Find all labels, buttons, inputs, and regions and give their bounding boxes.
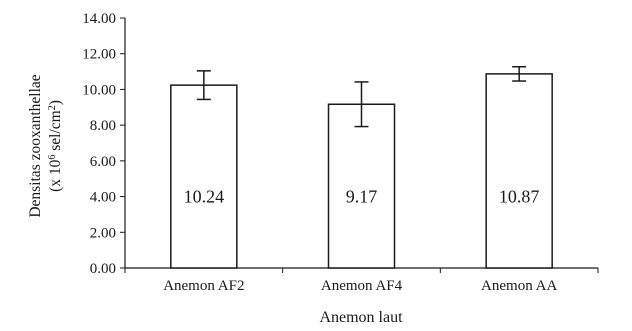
bar xyxy=(327,103,396,269)
data-label: 10.24 xyxy=(184,187,225,207)
y-tick-label: 4.00 xyxy=(90,190,116,206)
plot-area: 0.00 2.00 4.00 6.00 8.00 10.00 12.00 14.00 10.24… xyxy=(82,11,599,294)
y-tick-label: 2.00 xyxy=(90,225,116,241)
y-tick-label: 14.00 xyxy=(82,11,116,27)
x-tick-label: Anemon AA xyxy=(481,278,557,294)
x-axis-title: Anemon laut xyxy=(319,309,403,326)
y-axis-title-line1: Densitas zooxanthellae xyxy=(27,74,44,217)
y-tick-label: 6.00 xyxy=(90,154,116,170)
bar xyxy=(485,73,553,269)
y-tick-label: 0.00 xyxy=(90,261,116,277)
data-label: 9.17 xyxy=(346,187,378,207)
y-tick-label: 12.00 xyxy=(82,47,116,63)
data-label: 10.87 xyxy=(499,187,540,207)
bar xyxy=(170,84,238,269)
x-tick-label: Anemon AF4 xyxy=(321,278,403,294)
x-tick-label: Anemon AF2 xyxy=(163,278,244,294)
y-axis-title-line2: (x 106 sel/cm2) xyxy=(47,100,65,192)
y-tick-label: 8.00 xyxy=(90,118,116,134)
y-tick-label: 10.00 xyxy=(82,82,116,98)
